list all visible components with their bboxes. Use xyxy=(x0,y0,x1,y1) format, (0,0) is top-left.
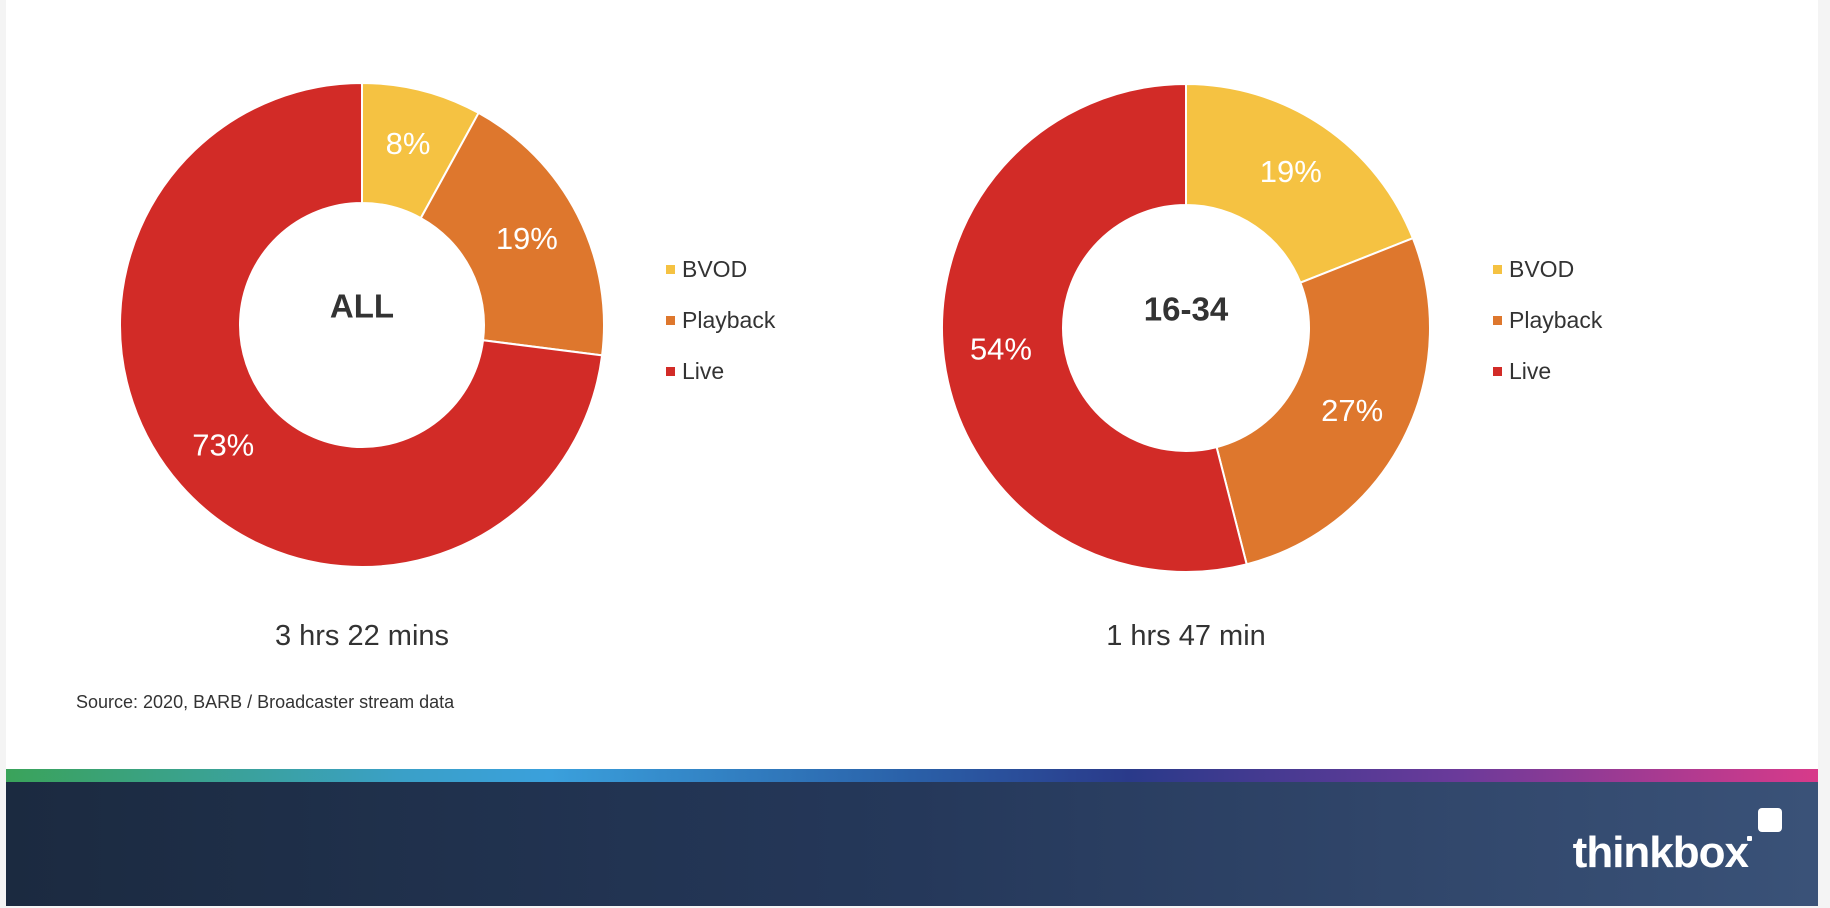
legend-label-live: Live xyxy=(1509,358,1552,384)
logo-dot-icon xyxy=(1747,836,1752,841)
slide: ALL 8% 19% 73% BVOD Playback Live 3 hrs 22… xyxy=(6,0,1818,906)
donut-value-labels: 8% 19% 73% xyxy=(192,126,558,463)
legend-item-bvod: BVOD xyxy=(666,244,775,295)
legend-swatch-live xyxy=(1493,367,1502,376)
donut-slice-bvod xyxy=(1185,82,1415,285)
donut-slice-playback xyxy=(1215,236,1431,566)
donut-svg-all: ALL 8% 19% 73% xyxy=(119,81,605,568)
footer-bar: thinkbox xyxy=(6,782,1818,906)
legend-swatch-bvod xyxy=(1493,265,1502,274)
logo-square-icon xyxy=(1758,808,1782,832)
legend-label-playback: Playback xyxy=(682,307,776,333)
donut-value-labels: 19% 27% 54% xyxy=(970,154,1383,428)
donut-chart-all: ALL 8% 19% 73% BVOD Playback Live 3 hrs 22… xyxy=(6,0,906,720)
value-label-live: 54% xyxy=(970,332,1032,367)
legend-label-playback: Playback xyxy=(1509,307,1603,333)
legend-swatch-playback xyxy=(666,316,675,325)
legend-item-live: Live xyxy=(1493,346,1602,397)
donut-center-label: 16-34 xyxy=(1144,291,1229,328)
value-label-playback: 27% xyxy=(1321,393,1383,428)
duration-label: 3 hrs 22 mins xyxy=(274,620,450,652)
legend: BVOD Playback Live xyxy=(1493,244,1602,397)
donut-center-label: ALL xyxy=(330,288,394,325)
donut-slice-live xyxy=(119,81,604,568)
legend-swatch-live xyxy=(666,367,675,376)
legend-label-live: Live xyxy=(682,358,725,384)
source-note: Source: 2020, BARB / Broadcaster stream … xyxy=(76,692,455,712)
donut-slices xyxy=(119,81,605,568)
donut-slice-playback xyxy=(419,111,605,357)
legend-label-bvod: BVOD xyxy=(1509,256,1575,282)
donut-slice-live xyxy=(941,82,1248,573)
legend: BVOD Playback Live xyxy=(666,244,775,397)
footer-gradient-stripe xyxy=(6,769,1818,782)
legend-item-live: Live xyxy=(666,346,775,397)
donut-svg-16-34: 16-34 19% 27% 54% xyxy=(941,82,1431,573)
legend-item-playback: Playback xyxy=(1493,295,1602,346)
value-label-bvod: 8% xyxy=(386,126,431,161)
donut-chart-16-34: 16-34 19% 27% 54% BVOD Playback Live 1 hrs… xyxy=(821,0,1721,720)
legend-item-bvod: BVOD xyxy=(1493,244,1602,295)
duration-label: 1 hrs 47 min xyxy=(1106,620,1266,652)
legend-swatch-playback xyxy=(1493,316,1502,325)
legend-item-playback: Playback xyxy=(666,295,775,346)
donut-slices xyxy=(941,82,1431,573)
legend-swatch-bvod xyxy=(666,265,675,274)
value-label-playback: 19% xyxy=(496,221,558,256)
thinkbox-logo: thinkbox xyxy=(1572,828,1749,877)
value-label-bvod: 19% xyxy=(1260,154,1322,189)
value-label-live: 73% xyxy=(192,428,254,463)
legend-label-bvod: BVOD xyxy=(682,256,748,282)
